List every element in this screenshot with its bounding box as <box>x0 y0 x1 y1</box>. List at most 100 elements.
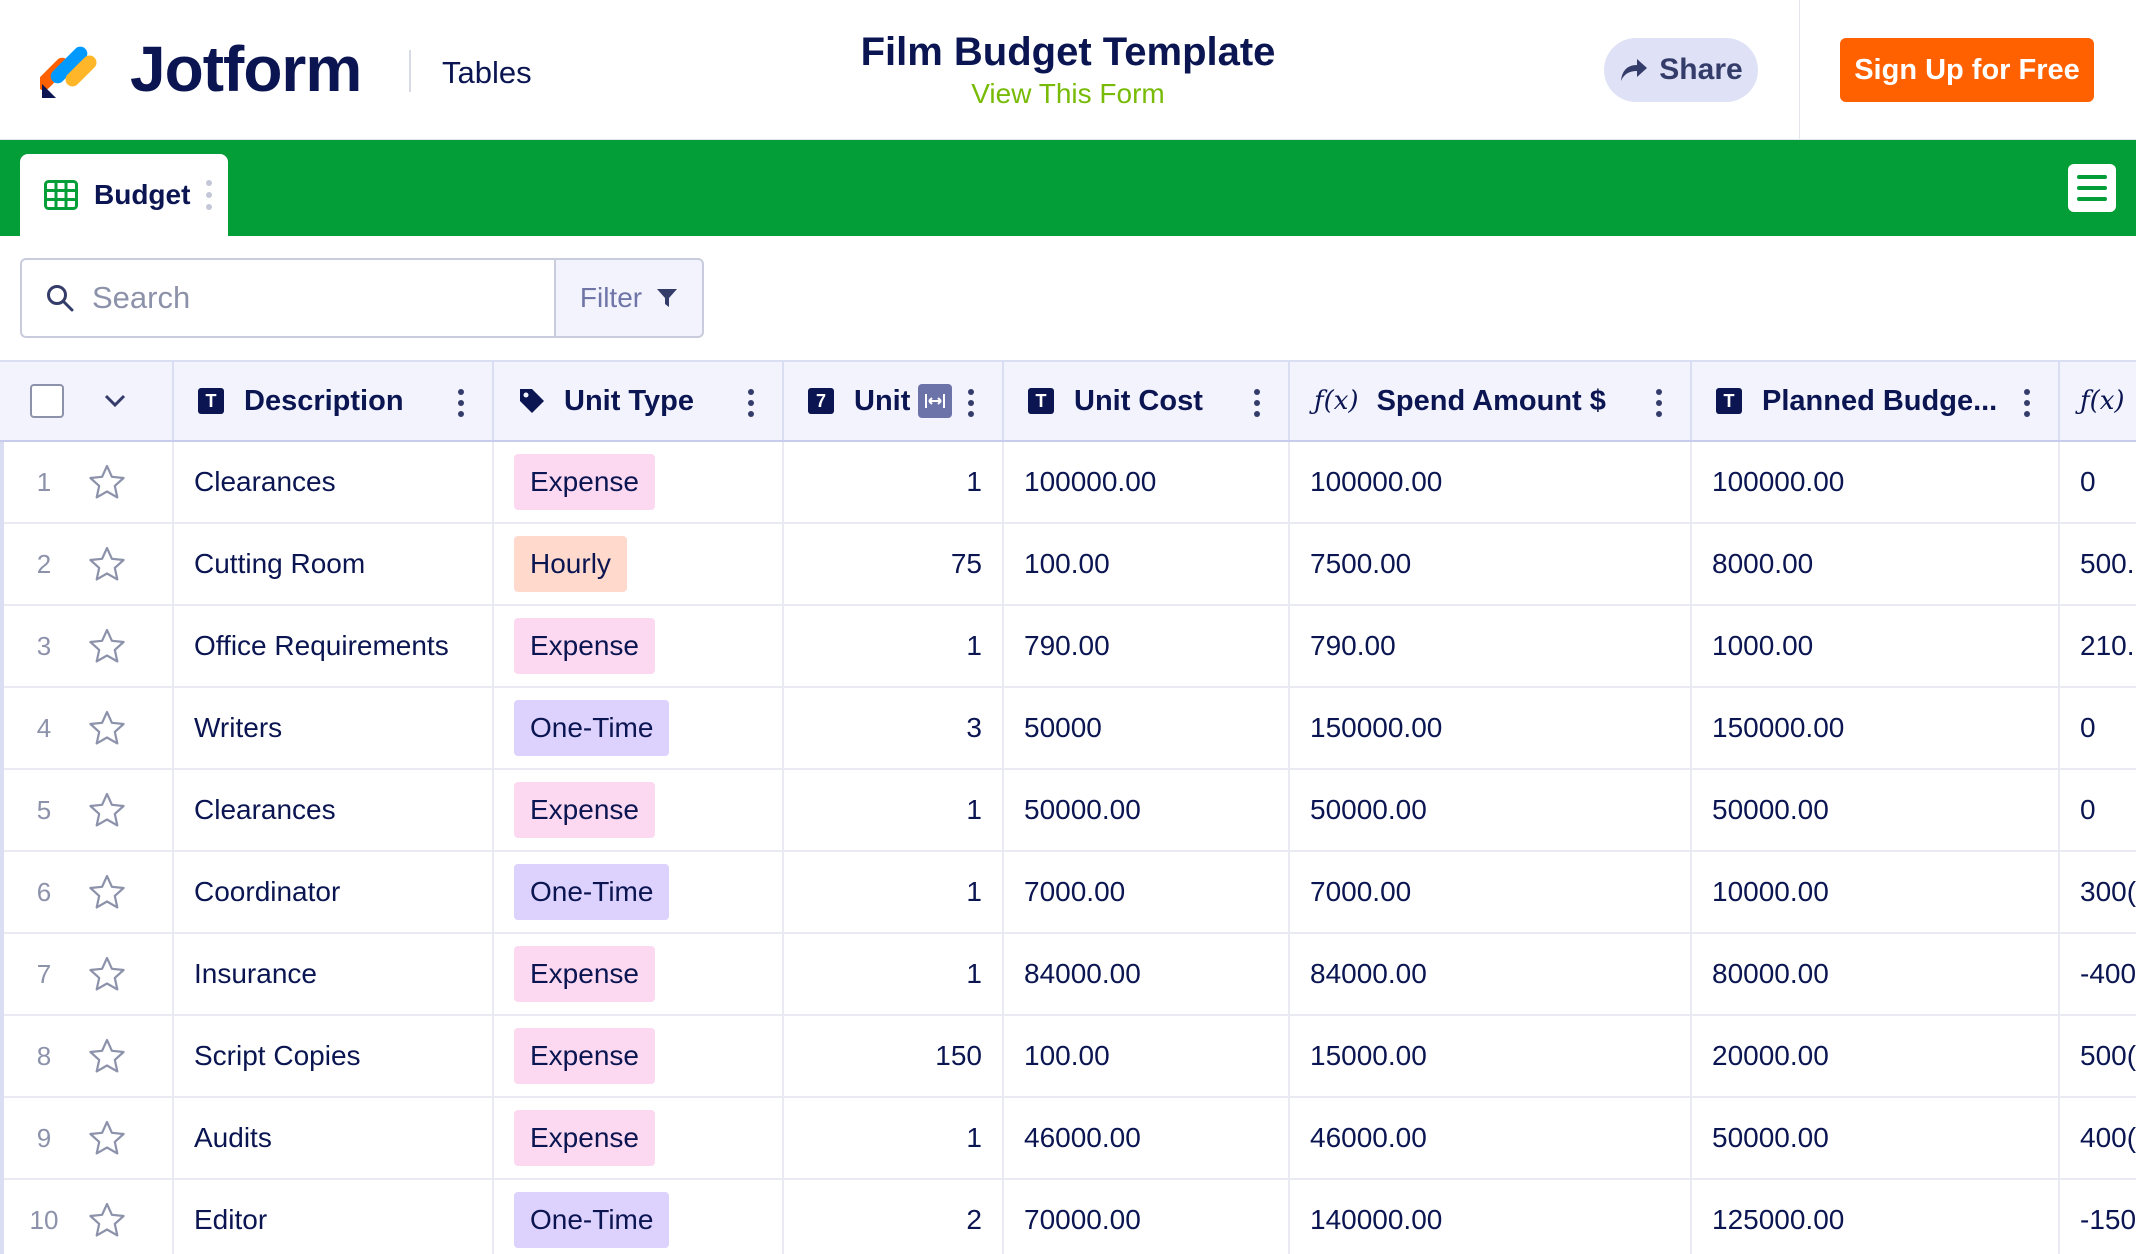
cell-description[interactable]: Clearances <box>174 442 494 522</box>
cell-difference[interactable]: 500( <box>2060 1016 2136 1096</box>
cell-unit-cost[interactable]: 100000.00 <box>1004 442 1290 522</box>
cell-difference[interactable]: -400 <box>2060 934 2136 1014</box>
cell-planned-budget[interactable]: 100000.00 <box>1692 442 2060 522</box>
cell-planned-budget[interactable]: 150000.00 <box>1692 688 2060 768</box>
share-button[interactable]: Share <box>1604 38 1758 102</box>
cell-unit[interactable]: 2 <box>784 1180 1004 1254</box>
cell-unit[interactable]: 1 <box>784 1098 1004 1178</box>
cell-unit-type[interactable]: Expense <box>494 1016 784 1096</box>
column-header-unit[interactable]: 7 Unit <box>784 362 1004 440</box>
cell-unit[interactable]: 1 <box>784 934 1004 1014</box>
column-header-description[interactable]: T Description <box>174 362 494 440</box>
cell-unit-type[interactable]: Expense <box>494 934 784 1014</box>
table-row[interactable]: 5 Clearances Expense 1 50000.00 50000.00 50000… <box>0 770 2136 852</box>
star-icon[interactable] <box>88 628 126 664</box>
hamburger-menu-icon[interactable] <box>2068 164 2116 212</box>
filter-button[interactable]: Filter <box>554 258 704 338</box>
star-icon[interactable] <box>88 464 126 500</box>
cell-unit-type[interactable]: Expense <box>494 770 784 850</box>
cell-spend-amount[interactable]: 140000.00 <box>1290 1180 1692 1254</box>
tab-budget[interactable]: Budget <box>20 154 228 236</box>
cell-unit-cost[interactable]: 46000.00 <box>1004 1098 1290 1178</box>
cell-unit-type[interactable]: Expense <box>494 1098 784 1178</box>
cell-unit[interactable]: 1 <box>784 442 1004 522</box>
cell-unit[interactable]: 1 <box>784 852 1004 932</box>
tab-options-icon[interactable] <box>206 180 213 210</box>
cell-unit[interactable]: 1 <box>784 606 1004 686</box>
column-header-unit-cost[interactable]: T Unit Cost <box>1004 362 1290 440</box>
cell-unit-cost[interactable]: 7000.00 <box>1004 852 1290 932</box>
cell-description[interactable]: Script Copies <box>174 1016 494 1096</box>
cell-spend-amount[interactable]: 84000.00 <box>1290 934 1692 1014</box>
search-input[interactable] <box>92 280 532 316</box>
star-icon[interactable] <box>88 874 126 910</box>
cell-planned-budget[interactable]: 80000.00 <box>1692 934 2060 1014</box>
cell-description[interactable]: Audits <box>174 1098 494 1178</box>
column-options-icon[interactable] <box>968 389 974 417</box>
table-row[interactable]: 3 Office Requirements Expense 1 790.00 790.00… <box>0 606 2136 688</box>
cell-unit-cost[interactable]: 790.00 <box>1004 606 1290 686</box>
star-icon[interactable] <box>88 1202 126 1238</box>
cell-planned-budget[interactable]: 20000.00 <box>1692 1016 2060 1096</box>
table-row[interactable]: 6 Coordinator One-Time 1 7000.00 7000.00 10000… <box>0 852 2136 934</box>
table-row[interactable]: 10 Editor One-Time 2 70000.00 140000.00 125000… <box>0 1180 2136 1254</box>
cell-unit-cost[interactable]: 50000.00 <box>1004 770 1290 850</box>
cell-unit[interactable]: 1 <box>784 770 1004 850</box>
column-options-icon[interactable] <box>1254 389 1260 417</box>
column-options-icon[interactable] <box>1656 389 1662 417</box>
column-header-planned-budget[interactable]: T Planned Budge... <box>1692 362 2060 440</box>
star-icon[interactable] <box>88 792 126 828</box>
sign-up-button[interactable]: Sign Up for Free <box>1840 38 2094 102</box>
cell-unit-cost[interactable]: 84000.00 <box>1004 934 1290 1014</box>
cell-unit-type[interactable]: Hourly <box>494 524 784 604</box>
column-width-icon[interactable] <box>918 384 953 418</box>
cell-planned-budget[interactable]: 50000.00 <box>1692 770 2060 850</box>
view-form-link[interactable]: View This Form <box>971 78 1165 109</box>
cell-description[interactable]: Insurance <box>174 934 494 1014</box>
cell-difference[interactable]: 300( <box>2060 852 2136 932</box>
cell-unit[interactable]: 3 <box>784 688 1004 768</box>
column-header-spend-amount[interactable]: ƒ(x) Spend Amount $ <box>1290 362 1692 440</box>
cell-description[interactable]: Coordinator <box>174 852 494 932</box>
table-row[interactable]: 2 Cutting Room Hourly 75 100.00 7500.00 8000.0… <box>0 524 2136 606</box>
select-all-checkbox[interactable] <box>30 384 64 418</box>
cell-difference[interactable]: 210.( <box>2060 606 2136 686</box>
cell-spend-amount[interactable]: 790.00 <box>1290 606 1692 686</box>
cell-unit[interactable]: 75 <box>784 524 1004 604</box>
star-icon[interactable] <box>88 546 126 582</box>
column-header-unit-type[interactable]: Unit Type <box>494 362 784 440</box>
cell-difference[interactable]: -150 <box>2060 1180 2136 1254</box>
cell-unit[interactable]: 150 <box>784 1016 1004 1096</box>
table-row[interactable]: 9 Audits Expense 1 46000.00 46000.00 50000.00 4… <box>0 1098 2136 1180</box>
table-row[interactable]: 8 Script Copies Expense 150 100.00 15000.00 20… <box>0 1016 2136 1098</box>
cell-difference[interactable]: 400( <box>2060 1098 2136 1178</box>
cell-description[interactable]: Office Requirements <box>174 606 494 686</box>
star-icon[interactable] <box>88 710 126 746</box>
cell-unit-cost[interactable]: 70000.00 <box>1004 1180 1290 1254</box>
cell-spend-amount[interactable]: 15000.00 <box>1290 1016 1692 1096</box>
cell-unit-type[interactable]: One-Time <box>494 1180 784 1254</box>
star-icon[interactable] <box>88 1038 126 1074</box>
cell-unit-cost[interactable]: 100.00 <box>1004 1016 1290 1096</box>
cell-unit-type[interactable]: Expense <box>494 606 784 686</box>
cell-planned-budget[interactable]: 125000.00 <box>1692 1180 2060 1254</box>
column-options-icon[interactable] <box>2024 389 2030 417</box>
star-icon[interactable] <box>88 1120 126 1156</box>
cell-description[interactable]: Cutting Room <box>174 524 494 604</box>
cell-planned-budget[interactable]: 1000.00 <box>1692 606 2060 686</box>
cell-spend-amount[interactable]: 7000.00 <box>1290 852 1692 932</box>
cell-planned-budget[interactable]: 50000.00 <box>1692 1098 2060 1178</box>
cell-unit-cost[interactable]: 50000 <box>1004 688 1290 768</box>
chevron-down-icon[interactable] <box>104 394 126 408</box>
column-header-difference[interactable]: ƒ(x) <box>2060 362 2136 440</box>
table-row[interactable]: 7 Insurance Expense 1 84000.00 84000.00 80000.… <box>0 934 2136 1016</box>
cell-spend-amount[interactable]: 7500.00 <box>1290 524 1692 604</box>
cell-difference[interactable]: 0 <box>2060 442 2136 522</box>
cell-unit-type[interactable]: One-Time <box>494 852 784 932</box>
cell-description[interactable]: Writers <box>174 688 494 768</box>
cell-difference[interactable]: 0 <box>2060 688 2136 768</box>
cell-description[interactable]: Clearances <box>174 770 494 850</box>
star-icon[interactable] <box>88 956 126 992</box>
cell-planned-budget[interactable]: 10000.00 <box>1692 852 2060 932</box>
cell-difference[interactable]: 0 <box>2060 770 2136 850</box>
